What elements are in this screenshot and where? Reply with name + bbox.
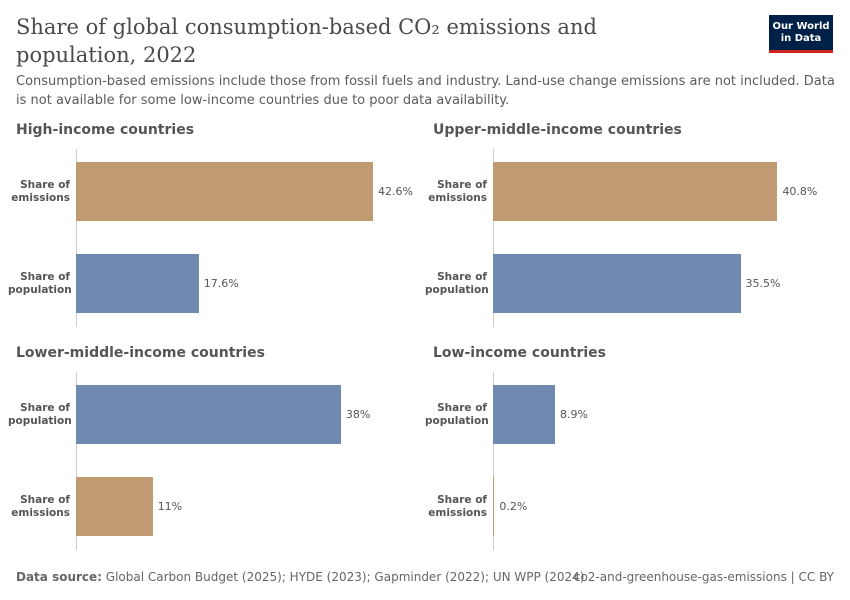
bar: [76, 162, 373, 221]
subtitle: Consumption-based emissions include thos…: [16, 74, 835, 108]
category-label: Share of emissions: [428, 178, 487, 204]
source-label: Data source:: [16, 570, 102, 584]
category-label: Share of population: [425, 270, 489, 296]
value-label: 11%: [157, 499, 183, 513]
bar: [76, 477, 153, 536]
value-label: 42.6%: [378, 184, 413, 198]
panel-title: High-income countries: [16, 122, 195, 138]
axis-line: [493, 149, 494, 327]
value-label: 40.8%: [782, 184, 818, 198]
category-label: Share of emissions: [11, 493, 70, 519]
bar: [493, 385, 556, 444]
value-label: 35.5%: [745, 276, 781, 290]
bar: [493, 162, 778, 221]
axis-line: [76, 149, 77, 327]
category-label: Share of population: [425, 401, 489, 427]
bar: [493, 477, 495, 536]
panel-title: Lower-middle-income countries: [16, 345, 265, 361]
value-label: 0.2%: [499, 499, 528, 513]
footer: Data source: Global Carbon Budget (2025)…: [16, 570, 584, 584]
value-label: 17.6%: [203, 276, 239, 290]
bar: [76, 254, 199, 313]
category-label: Share of emissions: [11, 178, 70, 204]
axis-line: [493, 372, 494, 550]
chart-title: Share of global consumption-based CO₂ em…: [16, 15, 597, 67]
logo[interactable]: Our World in Data: [769, 15, 833, 53]
axis-line: [76, 372, 77, 550]
bar: [76, 385, 341, 444]
url[interactable]: co2-and-greenhouse-gas-emissions | CC BY: [573, 570, 834, 584]
panel-title: Upper-middle-income countries: [433, 122, 682, 138]
panel-title: Low-income countries: [433, 345, 606, 361]
category-label: Share of population: [8, 401, 72, 427]
value-label: 38%: [345, 407, 371, 421]
bar: [493, 254, 741, 313]
value-label: 8.9%: [560, 407, 588, 421]
category-label: Share of population: [8, 270, 72, 296]
category-label: Share of emissions: [428, 493, 487, 519]
source: Global Carbon Budget (2025); HYDE (2023)…: [105, 570, 585, 584]
